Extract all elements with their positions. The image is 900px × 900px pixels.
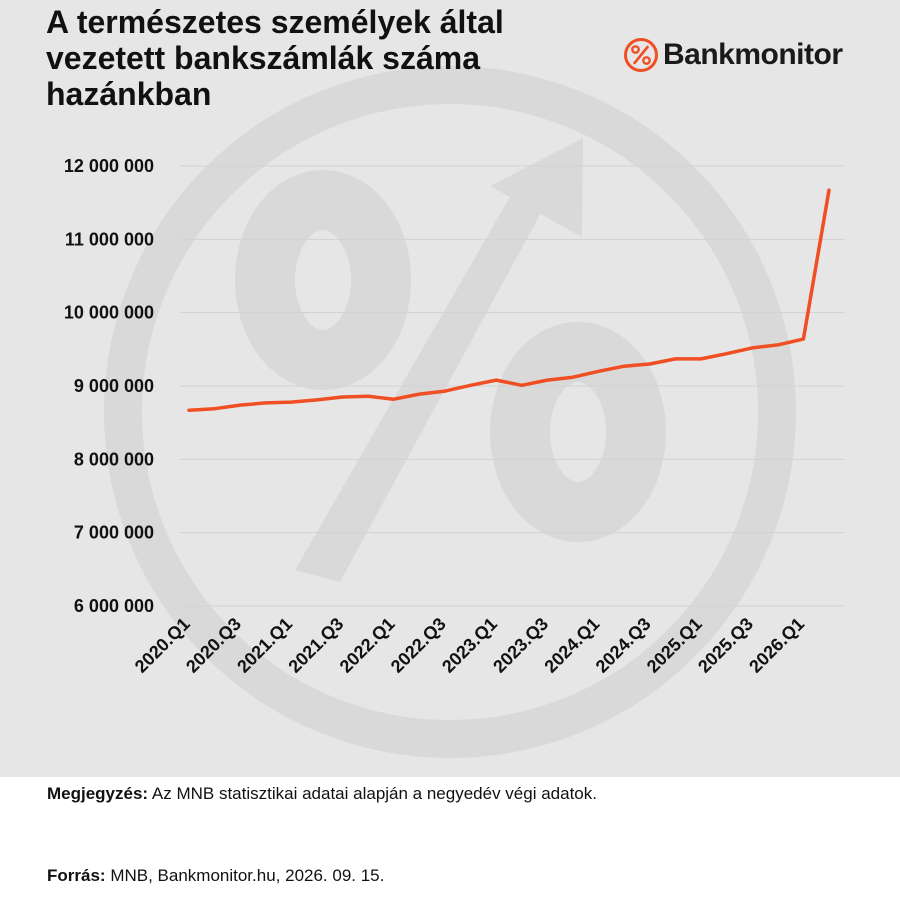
- grid-lines: [180, 165, 845, 607]
- brand-logo: Bankmonitor: [623, 36, 843, 74]
- percent-icon: [624, 38, 658, 72]
- x-tick-label: 2022.Q3: [387, 614, 450, 677]
- y-tick-label: 7 000 000: [74, 523, 154, 543]
- line-chart: 6 000 000 7 000 000 8 000 000 9 000 000 10 0…: [64, 66, 845, 758]
- chart-title: A természetes személyek által vezetett b…: [46, 4, 504, 112]
- source-text: MNB, Bankmonitor.hu, 2026. 09. 15.: [110, 866, 385, 885]
- chart-note: Megjegyzés: Az MNB statisztikai adatai a…: [47, 783, 597, 805]
- chart-source: Forrás: MNB, Bankmonitor.hu, 2026. 09. 1…: [47, 865, 384, 887]
- y-tick-label: 10 000 000: [64, 303, 154, 323]
- x-tick-label: 2023.Q3: [489, 614, 552, 677]
- chart-panel: 6 000 000 7 000 000 8 000 000 9 000 000 10 0…: [0, 0, 900, 777]
- x-tick-label: 2020.Q1: [131, 614, 194, 677]
- watermark-arrowhead: [490, 138, 583, 237]
- percent-watermark-icon: [104, 66, 796, 758]
- y-tick-label: 12 000 000: [64, 156, 154, 176]
- y-tick-label: 8 000 000: [74, 449, 154, 469]
- x-tick-label: 2024.Q1: [540, 614, 603, 677]
- y-tick-label: 6 000 000: [74, 596, 154, 616]
- series-line: [187, 188, 831, 412]
- watermark-lower-circle: [490, 322, 666, 542]
- y-tick-label: 9 000 000: [74, 376, 154, 396]
- source-label: Forrás:: [47, 866, 106, 885]
- brand-name: Bankmonitor: [663, 38, 843, 71]
- x-tick-label: 2021.Q3: [284, 614, 347, 677]
- x-tick-label: 2023.Q1: [438, 614, 501, 677]
- watermark-upper-circle: [235, 170, 411, 390]
- note-label: Megjegyzés:: [47, 784, 149, 803]
- note-text: Az MNB statisztikai adatai alapján a neg…: [151, 784, 597, 803]
- y-axis: 6 000 000 7 000 000 8 000 000 9 000 000 10 0…: [64, 156, 154, 616]
- x-tick-label: 2026.Q1: [745, 614, 808, 677]
- x-tick-label: 2022.Q1: [336, 614, 399, 677]
- y-tick-label: 11 000 000: [65, 229, 154, 249]
- plot-area: [187, 188, 831, 412]
- watermark-ring: [104, 66, 796, 758]
- watermark-slash: [295, 188, 548, 582]
